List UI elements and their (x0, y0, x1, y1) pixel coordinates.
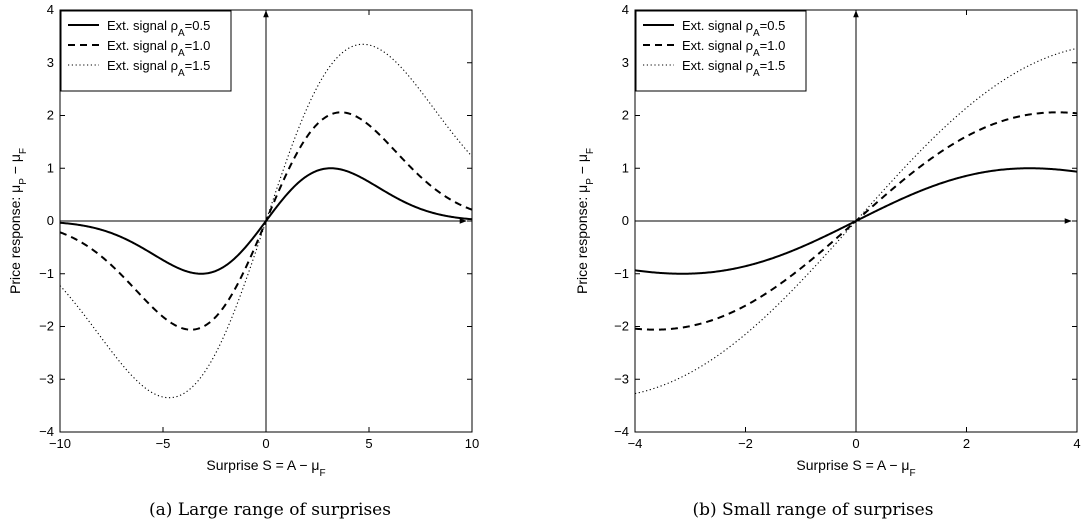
y-axis-label: Price response: μP − μF (7, 148, 29, 294)
chart-panel-small-range: −4 −2 0 2 4 −4 −3 −2 −1 0 1 2 3 4 Ext. signal ρA=0.5 Ex… (543, 0, 1083, 531)
legend-entry-label: Ext. signal ρA=0.5 (107, 18, 210, 39)
y-axis-ticks: −4 −3 −2 −1 0 1 2 3 4 (614, 2, 1077, 439)
y-tick-label: −2 (39, 319, 54, 334)
y-tick-label: 2 (47, 108, 54, 123)
legend-entry-label: Ext. signal ρA=1.0 (107, 38, 210, 59)
y-tick-label: −1 (614, 266, 629, 281)
x-axis-label: Surprise S = A − μF (206, 457, 325, 479)
y-tick-label: 3 (622, 55, 629, 70)
x-tick-label: −4 (628, 436, 643, 451)
y-axis-label: Price response: μP − μF (574, 148, 596, 294)
x-tick-label: 2 (963, 436, 970, 451)
y-tick-label: −2 (614, 319, 629, 334)
x-tick-label: −2 (738, 436, 753, 451)
x-tick-label: −5 (156, 436, 171, 451)
legend-entry-label: Ext. signal ρA=1.5 (107, 58, 210, 79)
legend-entry-label: Ext. signal ρA=0.5 (682, 18, 785, 39)
y-tick-label: 4 (622, 2, 629, 17)
x-axis-ticks: −10 −5 0 5 10 (49, 10, 479, 451)
y-tick-label: 3 (47, 55, 54, 70)
y-tick-label: −3 (614, 371, 629, 386)
x-tick-label: 0 (852, 436, 859, 451)
chart-panel-large-range: −10 −5 0 5 10 −4 −3 −2 −1 0 1 2 3 4 Ext. signal ρA=0.5… (0, 0, 540, 531)
y-tick-label: −4 (39, 424, 54, 439)
series-line-dotted (635, 47, 1077, 395)
y-tick-label: 0 (622, 213, 629, 228)
series-line-dotted (60, 43, 472, 399)
y-tick-label: 1 (622, 160, 629, 175)
legend-entry-label: Ext. signal ρA=1.5 (682, 58, 785, 79)
x-tick-label: −10 (49, 436, 71, 451)
x-axis-ticks: −4 −2 0 2 4 (628, 10, 1081, 451)
caption-small-range: (b) Small range of surprises (692, 500, 934, 520)
y-tick-label: 4 (47, 2, 54, 17)
caption-large-range: (a) Large range of surprises (149, 500, 391, 520)
y-tick-label: 2 (622, 108, 629, 123)
x-tick-label: 4 (1073, 436, 1080, 451)
x-axis-label: Surprise S = A − μF (796, 457, 915, 479)
x-tick-label: 10 (465, 436, 479, 451)
y-tick-label: 1 (47, 160, 54, 175)
y-tick-label: −3 (39, 371, 54, 386)
y-tick-label: −1 (39, 266, 54, 281)
x-tick-label: 5 (365, 436, 372, 451)
x-tick-label: 0 (262, 436, 269, 451)
legend-entry-label: Ext. signal ρA=1.0 (682, 38, 785, 59)
y-tick-label: −4 (614, 424, 629, 439)
y-tick-label: 0 (47, 213, 54, 228)
